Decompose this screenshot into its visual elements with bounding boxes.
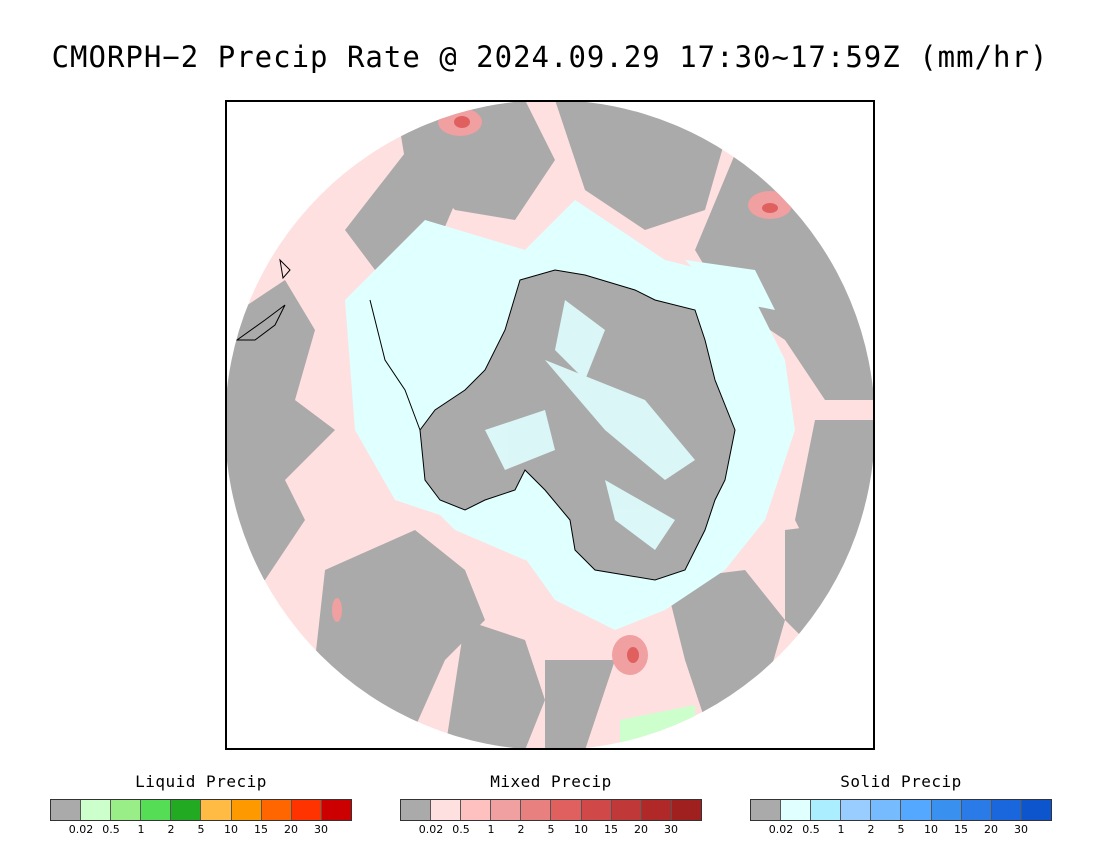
legend-tick-labels: 0.02 0.5 1 2 5 10 15 20 30 — [50, 823, 352, 837]
legend-tick-label: 30 — [1014, 823, 1028, 836]
legend-swatch — [841, 800, 872, 820]
legend-swatch — [321, 800, 351, 820]
legend-tick-label: 0.02 — [768, 823, 794, 836]
legend-swatch — [641, 800, 672, 820]
legend-swatch — [461, 800, 492, 820]
legend-tick-label: 0.02 — [418, 823, 444, 836]
legend-swatch — [931, 800, 962, 820]
legend-tick-label: 20 — [284, 823, 298, 836]
legend-liquid-precip: Liquid Precip 0.02 0.5 1 2 5 10 15 20 30 — [50, 772, 352, 842]
legend-swatch — [581, 800, 612, 820]
legend-tick-label: 10 — [924, 823, 938, 836]
legend-tick-label: 5 — [547, 823, 555, 836]
legend-swatch — [231, 800, 262, 820]
legend-swatch — [491, 800, 522, 820]
legend-tick-label: 2 — [167, 823, 175, 836]
legend-tick-label: 1 — [137, 823, 145, 836]
legend-swatch — [201, 800, 232, 820]
legend-tick-label: 0.5 — [452, 823, 470, 836]
legend-tick-label: 0.02 — [68, 823, 94, 836]
legend-swatch — [521, 800, 552, 820]
legend-tick-label: 1 — [487, 823, 495, 836]
legend-swatch — [291, 800, 322, 820]
legend-tick-label: 30 — [664, 823, 678, 836]
legend-swatch — [111, 800, 142, 820]
legend-swatch — [611, 800, 642, 820]
legend-swatch — [961, 800, 992, 820]
legend-swatch — [871, 800, 902, 820]
legend-swatch — [751, 800, 782, 820]
legend-color-bar — [400, 799, 702, 821]
legend-tick-label: 1 — [837, 823, 845, 836]
legend-swatch — [81, 800, 112, 820]
legend-tick-label: 10 — [224, 823, 238, 836]
legend-tick-label: 15 — [254, 823, 268, 836]
legend-swatch — [1021, 800, 1051, 820]
legend-tick-label: 20 — [984, 823, 998, 836]
legend-swatch — [401, 800, 432, 820]
legend-swatch — [431, 800, 462, 820]
legend-swatch — [551, 800, 582, 820]
solid-precip-streaks — [485, 300, 695, 550]
legend-swatch — [811, 800, 842, 820]
legend-swatch — [51, 800, 82, 820]
peninsula-coastline — [369, 299, 421, 431]
map-disk — [227, 102, 873, 748]
legend-swatch — [671, 800, 701, 820]
legend-swatch — [901, 800, 932, 820]
legend-tick-label: 5 — [897, 823, 905, 836]
legend-tick-labels: 0.02 0.5 1 2 5 10 15 20 30 — [750, 823, 1052, 837]
legend-title: Liquid Precip — [135, 772, 267, 791]
legend-swatch — [171, 800, 202, 820]
antarctica-landmass — [420, 270, 735, 580]
legend-tick-label: 5 — [197, 823, 205, 836]
legend-tick-label: 0.5 — [802, 823, 820, 836]
legend-mixed-precip: Mixed Precip 0.02 0.5 1 2 5 10 15 20 30 — [400, 772, 702, 842]
legend-tick-labels: 0.02 0.5 1 2 5 10 15 20 30 — [400, 823, 702, 837]
legend-swatch — [261, 800, 292, 820]
legend-color-bar — [50, 799, 352, 821]
legend-tick-label: 15 — [604, 823, 618, 836]
legend-swatch — [141, 800, 172, 820]
legend-tick-label: 2 — [867, 823, 875, 836]
legend-swatch — [781, 800, 812, 820]
antarctic-precip-map — [227, 102, 873, 748]
legend-tick-label: 2 — [517, 823, 525, 836]
polar-map-panel — [225, 100, 875, 750]
legend-title: Mixed Precip — [490, 772, 612, 791]
legend-title: Solid Precip — [840, 772, 962, 791]
legend-solid-precip: Solid Precip 0.02 0.5 1 2 5 10 15 20 30 — [750, 772, 1052, 842]
legend-tick-label: 15 — [954, 823, 968, 836]
legend-color-bar — [750, 799, 1052, 821]
legend-tick-label: 0.5 — [102, 823, 120, 836]
legend-tick-label: 20 — [634, 823, 648, 836]
mixed-precip-cores — [454, 116, 778, 663]
landmass-fragment-outline — [235, 304, 286, 341]
legend-tick-label: 30 — [314, 823, 328, 836]
landmass-fragment-outline — [279, 258, 291, 280]
map-title: CMORPH−2 Precip Rate @ 2024.09.29 17:30~… — [51, 40, 1049, 74]
legend-tick-label: 10 — [574, 823, 588, 836]
legend-swatch — [991, 800, 1022, 820]
